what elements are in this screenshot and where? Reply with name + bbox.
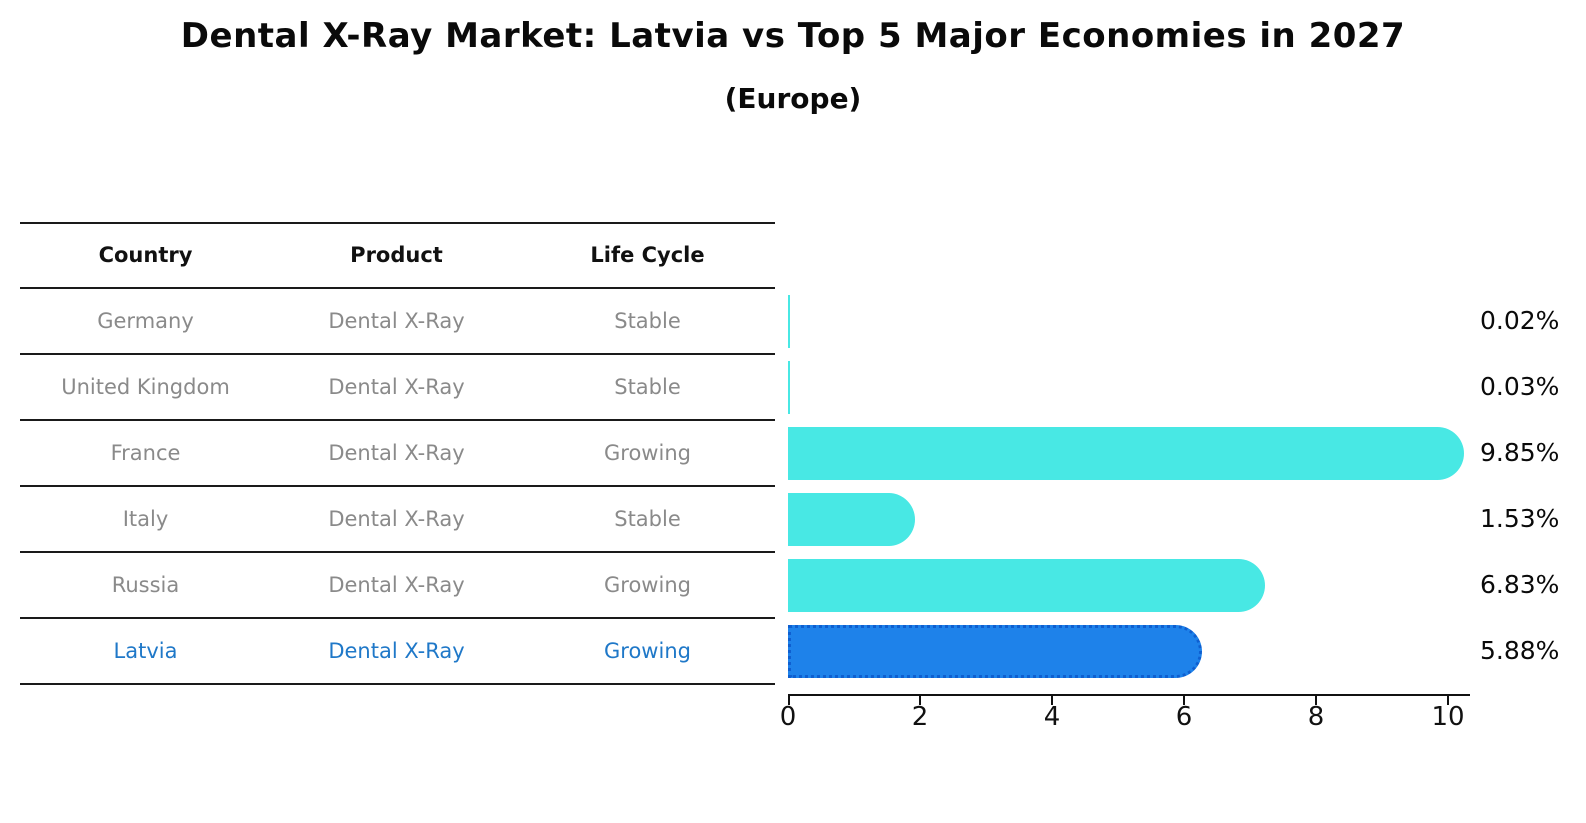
bar-russia	[788, 559, 1265, 612]
cell-country: France	[110, 441, 181, 465]
cell-country: Russia	[111, 573, 180, 597]
cell-product: Dental X-Ray	[328, 573, 465, 597]
bar-france	[788, 427, 1465, 480]
cell-country: Germany	[97, 309, 194, 333]
cell-life-cycle: Stable	[614, 309, 681, 333]
value-label-italy: 1.53%	[1480, 504, 1560, 533]
bar-italy	[788, 493, 915, 546]
cell-product: Dental X-Ray	[328, 507, 465, 531]
x-axis-tick	[919, 696, 921, 705]
bar-latvia	[788, 625, 1203, 678]
bar-chart: 0 2 4 6 8 10	[780, 288, 1470, 748]
chart-title: Dental X-Ray Market: Latvia vs Top 5 Maj…	[180, 16, 1406, 56]
cell-life-cycle: Stable	[614, 375, 681, 399]
x-axis-tick-label: 4	[1043, 702, 1061, 732]
table-rule	[20, 222, 775, 224]
cell-life-cycle: Growing	[604, 441, 691, 465]
table-rule	[20, 485, 775, 487]
x-axis-tick	[788, 696, 790, 705]
table-rule	[20, 617, 775, 619]
x-axis-tick-label: 2	[911, 702, 929, 732]
x-axis-tick-label: 6	[1175, 702, 1193, 732]
x-axis-tick-label: 8	[1307, 702, 1325, 732]
value-label-russia: 6.83%	[1480, 570, 1560, 599]
table-header-life-cycle: Life Cycle	[590, 243, 705, 267]
table-header-country: Country	[98, 243, 193, 267]
table-header-product: Product	[350, 243, 443, 267]
cell-product: Dental X-Ray	[328, 639, 465, 663]
cell-product: Dental X-Ray	[328, 441, 465, 465]
bar-germany	[788, 295, 790, 348]
table-header-row: Country Product Life Cycle	[20, 222, 775, 288]
x-axis-tick	[1183, 696, 1185, 705]
x-axis-tick	[1315, 696, 1317, 705]
table-row-italy: Italy Dental X-Ray Stable	[20, 486, 775, 552]
table-rule	[20, 353, 775, 355]
cell-life-cycle: Growing	[604, 573, 691, 597]
table-rule	[20, 287, 775, 289]
cell-product: Dental X-Ray	[328, 309, 465, 333]
table-rule	[20, 551, 775, 553]
value-label-france: 9.85%	[1480, 438, 1560, 467]
x-axis-line	[788, 694, 1470, 696]
bar-united-kingdom	[788, 361, 790, 414]
table-row-latvia: Latvia Dental X-Ray Growing	[20, 618, 775, 684]
value-label-united-kingdom: 0.03%	[1480, 372, 1560, 401]
cell-life-cycle: Growing	[604, 639, 691, 663]
x-axis-tick-label: 10	[1431, 702, 1465, 732]
table-row-russia: Russia Dental X-Ray Growing	[20, 552, 775, 618]
chart-subtitle: (Europe)	[724, 82, 862, 115]
cell-country: United Kingdom	[61, 375, 230, 399]
table-row-united-kingdom: United Kingdom Dental X-Ray Stable	[20, 354, 775, 420]
value-label-latvia: 5.88%	[1480, 636, 1560, 665]
table-row-france: France Dental X-Ray Growing	[20, 420, 775, 486]
cell-country: Latvia	[113, 639, 178, 663]
x-axis-tick	[1447, 696, 1449, 705]
cell-country: Italy	[122, 507, 169, 531]
table-row-germany: Germany Dental X-Ray Stable	[20, 288, 775, 354]
x-axis-tick	[1051, 696, 1053, 705]
x-axis-tick-label: 0	[779, 702, 797, 732]
value-label-germany: 0.02%	[1480, 306, 1560, 335]
table-rule	[20, 683, 775, 685]
cell-product: Dental X-Ray	[328, 375, 465, 399]
cell-life-cycle: Stable	[614, 507, 681, 531]
table-rule	[20, 419, 775, 421]
